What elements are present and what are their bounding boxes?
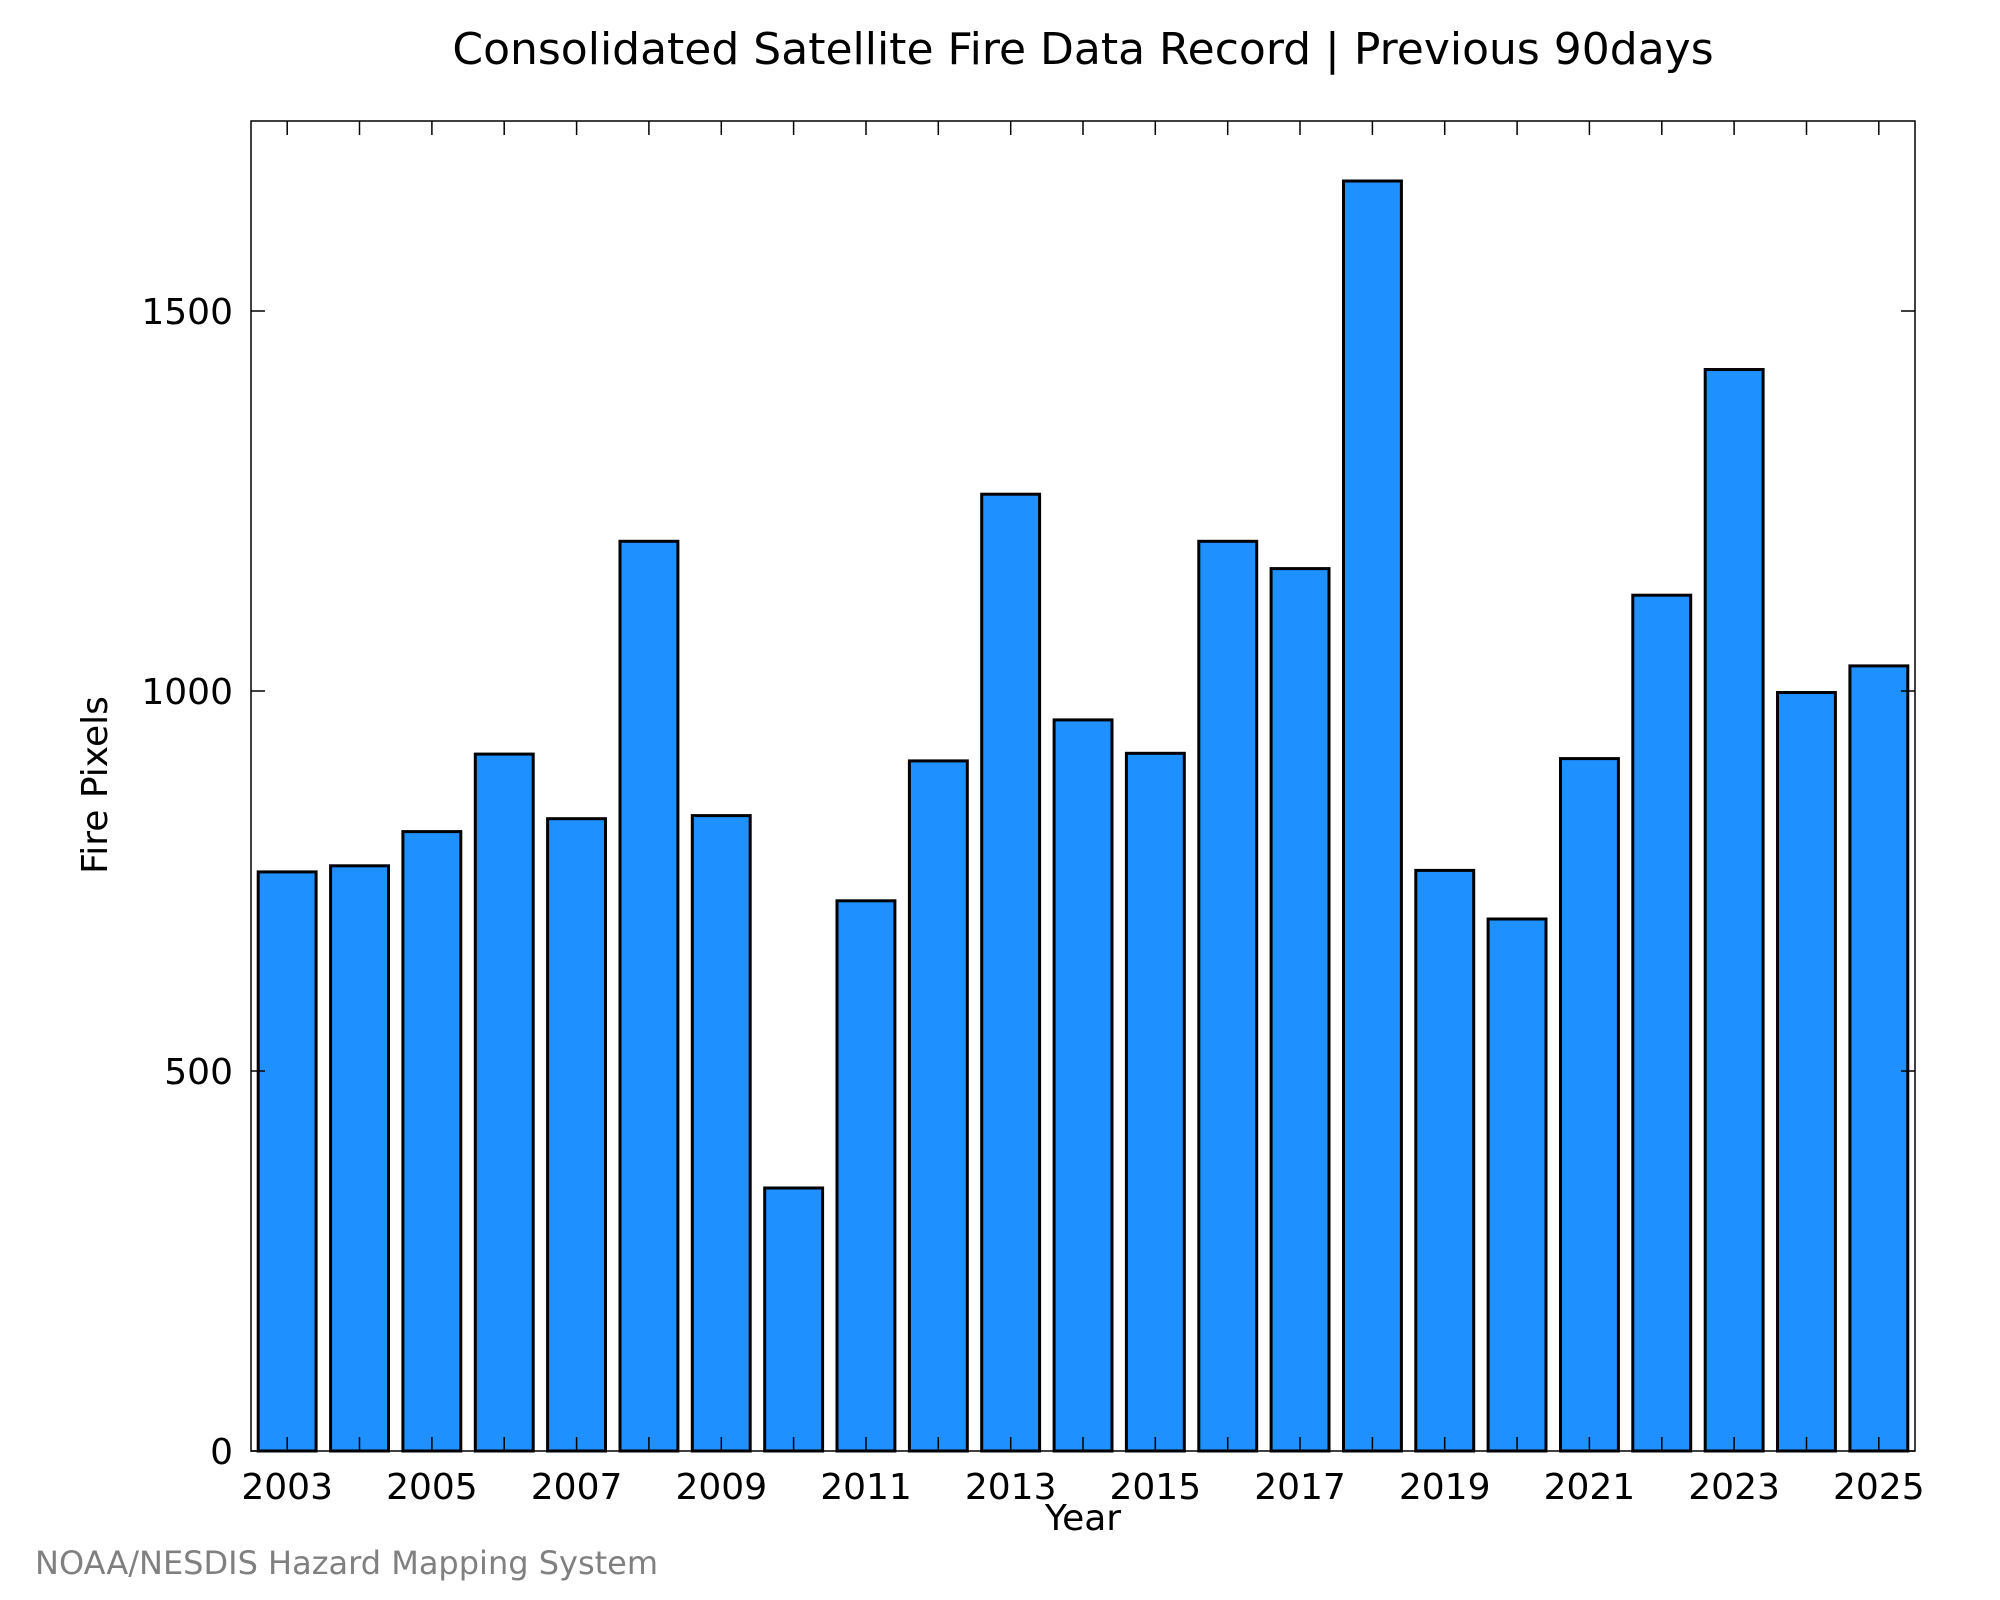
bar-2018	[1342, 179, 1403, 1453]
bar-2012	[907, 759, 969, 1453]
x-tick-label-2023: 2023	[1688, 1467, 1780, 1508]
x-tick-label-2011: 2011	[820, 1467, 912, 1508]
bar-2025	[1848, 664, 1910, 1453]
bar-2009	[690, 814, 752, 1453]
chart-title: Consolidated Satellite Fire Data Record …	[452, 24, 1713, 75]
y-tick-label-1500: 1500	[141, 292, 233, 333]
y-tick-label-0: 0	[210, 1432, 233, 1473]
y-axis-label: Fire Pixels	[75, 696, 116, 874]
bar-2022	[1631, 593, 1693, 1453]
bar-2006	[473, 752, 535, 1453]
bar-2008	[618, 539, 680, 1453]
y-tick-label-500: 500	[164, 1052, 233, 1093]
bar-2021	[1559, 757, 1620, 1453]
bar-2015	[1124, 751, 1186, 1453]
bar-2004	[329, 864, 391, 1453]
bar-2017	[1269, 567, 1331, 1453]
x-tick-label-2009: 2009	[675, 1467, 767, 1508]
x-tick-label-2017: 2017	[1254, 1467, 1346, 1508]
bar-2007	[546, 817, 607, 1453]
bar-2014	[1052, 718, 1114, 1453]
plot-area: 2003 2005 2007 2009 2011 2013 2015 2017 2019 2021…	[141, 120, 1925, 1508]
bar-2010	[763, 1186, 825, 1453]
bar-2019	[1414, 868, 1476, 1453]
x-tick-label-2015: 2015	[1109, 1467, 1201, 1508]
bar-2003	[256, 870, 318, 1453]
bar-2011	[835, 899, 897, 1453]
y-tick-label-1000: 1000	[141, 672, 233, 713]
x-tick-label-2007: 2007	[531, 1467, 623, 1508]
x-tick-label-2013: 2013	[965, 1467, 1057, 1508]
bar-2023	[1703, 368, 1765, 1453]
x-tick-label-2019: 2019	[1399, 1467, 1491, 1508]
x-tick-label-2021: 2021	[1544, 1467, 1636, 1508]
x-axis-label: Year	[1044, 1498, 1121, 1539]
bar-2020	[1486, 917, 1548, 1453]
bar-2024	[1776, 691, 1837, 1453]
bar-2013	[980, 492, 1042, 1453]
bar-2016	[1197, 539, 1259, 1453]
bar-2005	[401, 830, 463, 1453]
x-tick-label-2005: 2005	[386, 1467, 478, 1508]
x-tick-label-2003: 2003	[241, 1467, 333, 1508]
credit-text: NOAA/NESDIS Hazard Mapping System	[35, 1544, 658, 1582]
x-tick-label-2025: 2025	[1833, 1467, 1925, 1508]
